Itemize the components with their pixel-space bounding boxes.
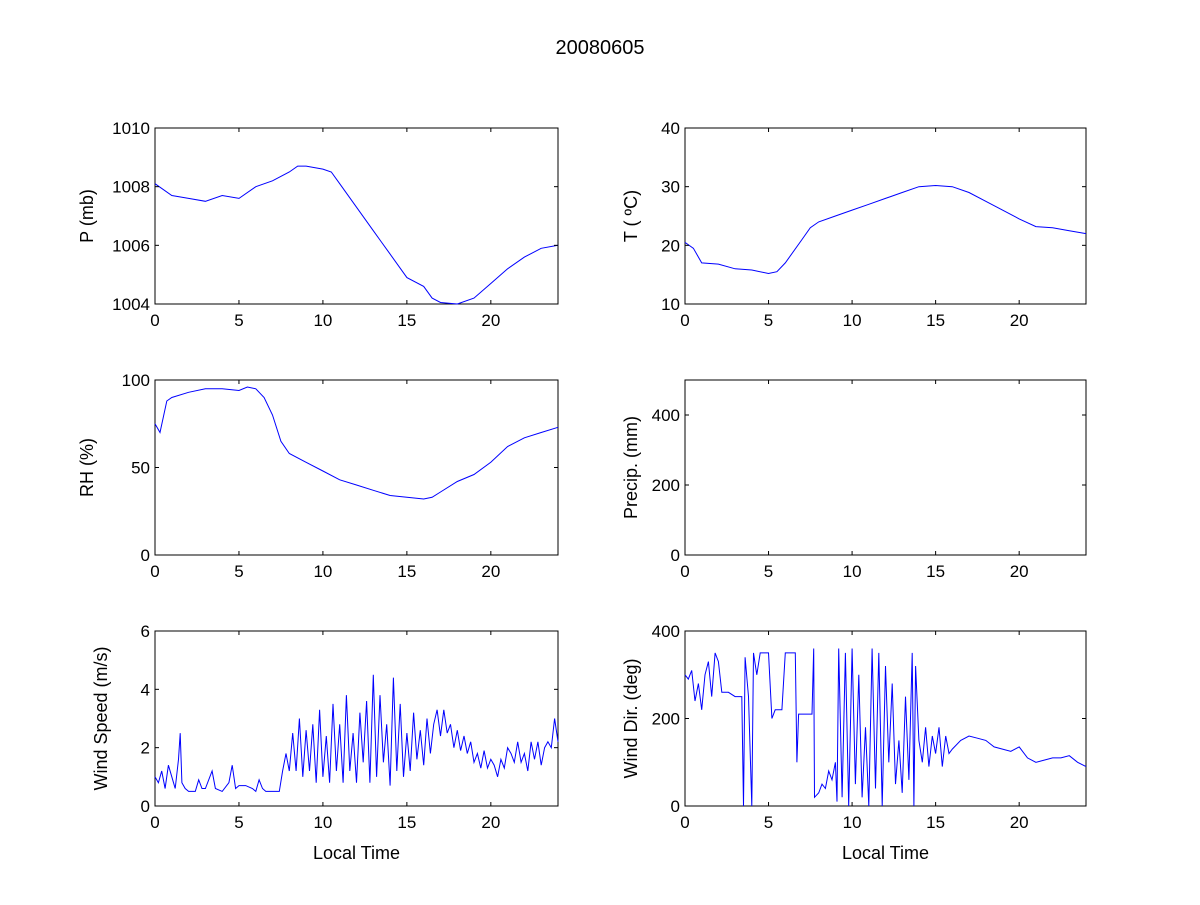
- x-tick-label: 5: [234, 813, 243, 832]
- y-tick-label: 0: [671, 546, 680, 565]
- y-tick-label: 1006: [112, 236, 150, 255]
- y-tick-label: 200: [652, 476, 680, 495]
- x-tick-label: 15: [397, 813, 416, 832]
- x-tick-label: 20: [481, 562, 500, 581]
- axes-box: [684, 379, 1087, 556]
- y-tick-label: 20: [661, 236, 680, 255]
- x-tick-label: 0: [150, 813, 159, 832]
- x-tick-label: 10: [843, 311, 862, 330]
- x-tick-label: 10: [313, 813, 332, 832]
- y-axis-label: Precip. (mm): [621, 416, 641, 519]
- y-tick-label: 2: [141, 739, 150, 758]
- subplot-2: 0 5 10 15 20 10 20 30 40 T ( ºC): [621, 119, 1087, 330]
- x-tick-label: 20: [1010, 311, 1029, 330]
- x-tick-label: 20: [1010, 562, 1029, 581]
- y-tick-label: 400: [652, 622, 680, 641]
- x-tick-label: 20: [481, 813, 500, 832]
- data-series-line: [684, 184, 1087, 275]
- data-series-line: [154, 674, 559, 793]
- x-tick-label: 15: [926, 562, 945, 581]
- y-tick-label: 1008: [112, 178, 150, 197]
- x-tick-label: 0: [150, 562, 159, 581]
- y-tick-label: 400: [652, 406, 680, 425]
- y-tick-label: 40: [661, 119, 680, 138]
- x-axis-label: Local Time: [313, 843, 400, 863]
- x-tick-label: 5: [234, 562, 243, 581]
- x-tick-label: 15: [397, 562, 416, 581]
- subplot-1: 0 5 10 15 20 1004 1006 1008 1010 P (mb): [77, 119, 559, 330]
- y-tick-label: 0: [671, 797, 680, 816]
- x-tick-label: 0: [150, 311, 159, 330]
- y-axis-label: Wind Speed (m/s): [91, 646, 111, 790]
- subplot-5: 0 5 10 15 20 0 2 4 6 Wind Speed (m/s) Local Time: [91, 622, 559, 863]
- x-tick-label: 15: [926, 813, 945, 832]
- x-tick-label: 15: [926, 311, 945, 330]
- y-tick-label: 30: [661, 178, 680, 197]
- x-tick-label: 5: [764, 562, 773, 581]
- x-tick-label: 5: [764, 311, 773, 330]
- y-tick-label: 200: [652, 710, 680, 729]
- y-tick-label: 1004: [112, 295, 150, 314]
- x-tick-label: 20: [1010, 813, 1029, 832]
- x-tick-label: 10: [313, 562, 332, 581]
- data-series-line: [154, 386, 559, 500]
- x-tick-label: 20: [481, 311, 500, 330]
- y-tick-label: 50: [131, 459, 150, 478]
- x-tick-label: 15: [397, 311, 416, 330]
- y-tick-label: 1010: [112, 119, 150, 138]
- y-tick-label: 6: [141, 622, 150, 641]
- x-tick-label: 10: [313, 311, 332, 330]
- y-axis-label: RH (%): [77, 438, 97, 497]
- y-axis-label: Wind Dir. (deg): [621, 658, 641, 778]
- x-tick-label: 10: [843, 562, 862, 581]
- y-tick-label: 10: [661, 295, 680, 314]
- x-tick-label: 0: [680, 562, 689, 581]
- x-tick-label: 10: [843, 813, 862, 832]
- x-tick-label: 0: [680, 813, 689, 832]
- y-axis-label: T ( ºC): [621, 190, 641, 242]
- y-tick-label: 100: [122, 371, 150, 390]
- figure-title: 20080605: [556, 37, 645, 59]
- y-axis-label: P (mb): [77, 189, 97, 243]
- x-tick-label: 0: [680, 311, 689, 330]
- y-tick-label: 0: [141, 546, 150, 565]
- axes-box: [154, 379, 559, 556]
- x-tick-label: 5: [234, 311, 243, 330]
- data-series-line: [684, 648, 1087, 807]
- axes-box: [154, 127, 559, 305]
- x-axis-label: Local Time: [842, 843, 929, 863]
- y-tick-label: 4: [141, 680, 150, 699]
- x-tick-label: 5: [764, 813, 773, 832]
- axes-box: [684, 127, 1087, 305]
- subplot-3: 0 5 10 15 20 0 50 100 RH (%): [77, 371, 559, 581]
- data-series-line: [154, 165, 559, 305]
- axes-box: [684, 630, 1087, 807]
- y-tick-label: 0: [141, 797, 150, 816]
